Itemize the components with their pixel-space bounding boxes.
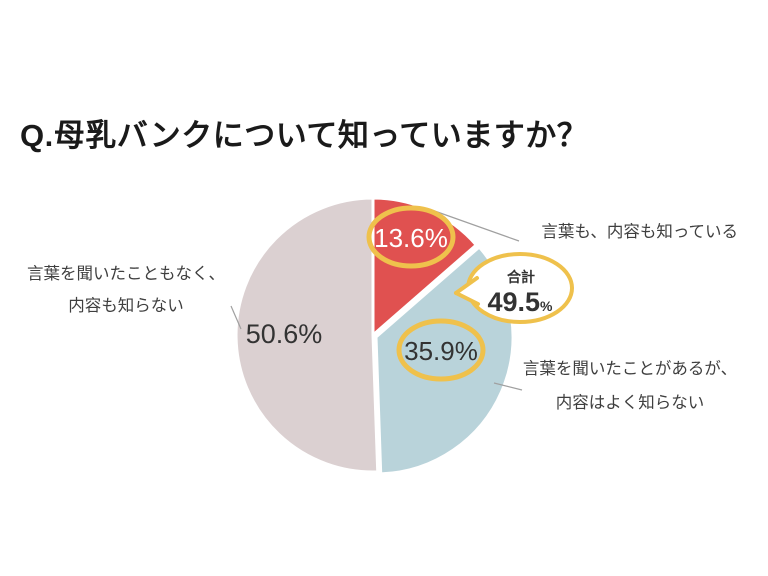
- leader-line-heard-only: [493, 382, 523, 391]
- callout-bubble-tail-edge-top: [454, 276, 479, 295]
- pie-slice-never-heard: [234, 196, 380, 474]
- highlight-ellipse-blue: [396, 318, 486, 382]
- total-callout-bubble: 合計 49.5%: [454, 252, 574, 324]
- callout-total-value: 49.5%: [487, 287, 553, 317]
- segment-label-never-heard-line1: 言葉を聞いたこともなく、: [27, 265, 225, 283]
- leader-line-never-heard: [230, 305, 242, 330]
- value-label-heard-only: 35.9%: [404, 336, 478, 366]
- segment-label-know-both: 言葉も、内容も知っている: [541, 223, 738, 241]
- callout-bubble-tail-edge-bottom: [454, 291, 480, 306]
- callout-bubble-tail-fill: [456, 276, 482, 306]
- chart-title: Q.母乳バンクについて知っていますか？: [20, 118, 589, 153]
- callout-total-label: 合計: [507, 269, 535, 285]
- value-label-know-both: 13.6%: [374, 223, 448, 253]
- leader-line-know-both: [428, 208, 520, 242]
- segment-label-heard-only-line2: 内容はよく知らない: [555, 394, 705, 412]
- segment-label-heard-only: 言葉を聞いたことがあるが、 内容はよく知らない: [516, 352, 744, 420]
- segment-label-never-heard-line2: 内容も知らない: [68, 297, 184, 315]
- value-label-never-heard: 50.6%: [246, 319, 323, 349]
- highlight-ellipse-red: [366, 205, 456, 269]
- segment-label-heard-only-line1: 言葉を聞いたことがあるが、: [522, 360, 738, 378]
- segment-label-never-heard: 言葉を聞いたこともなく、 内容も知らない: [16, 258, 236, 322]
